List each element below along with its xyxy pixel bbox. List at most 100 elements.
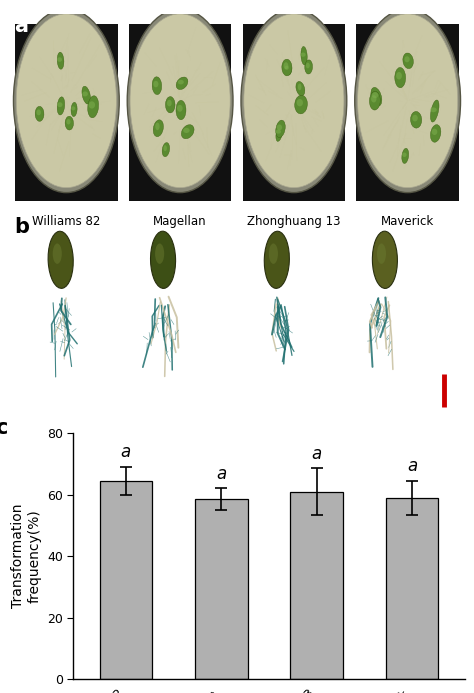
Ellipse shape bbox=[178, 80, 184, 85]
Bar bbox=[129, 24, 231, 202]
Ellipse shape bbox=[71, 103, 77, 116]
Ellipse shape bbox=[284, 62, 292, 75]
Ellipse shape bbox=[371, 87, 382, 106]
Ellipse shape bbox=[295, 95, 307, 114]
Ellipse shape bbox=[301, 46, 307, 65]
Ellipse shape bbox=[53, 243, 62, 264]
Ellipse shape bbox=[276, 120, 285, 137]
Ellipse shape bbox=[298, 83, 301, 90]
Circle shape bbox=[130, 14, 230, 188]
Text: Williams 82: Williams 82 bbox=[25, 401, 97, 411]
Ellipse shape bbox=[57, 97, 64, 115]
Ellipse shape bbox=[306, 62, 310, 69]
Ellipse shape bbox=[89, 101, 95, 109]
Ellipse shape bbox=[277, 125, 282, 130]
Circle shape bbox=[13, 9, 119, 193]
Circle shape bbox=[355, 9, 461, 193]
Ellipse shape bbox=[88, 96, 99, 118]
Ellipse shape bbox=[369, 91, 380, 110]
Bar bbox=[195, 499, 247, 679]
Ellipse shape bbox=[283, 62, 288, 69]
Text: Zhonghuang 13: Zhonghuang 13 bbox=[228, 401, 326, 411]
Y-axis label: Transformation
frequency(%): Transformation frequency(%) bbox=[11, 504, 42, 608]
Ellipse shape bbox=[57, 102, 63, 107]
Ellipse shape bbox=[430, 107, 437, 112]
Ellipse shape bbox=[82, 86, 91, 104]
Ellipse shape bbox=[183, 128, 190, 133]
Bar bbox=[291, 491, 343, 679]
Bar bbox=[100, 481, 152, 679]
Ellipse shape bbox=[82, 91, 88, 96]
Circle shape bbox=[127, 9, 233, 193]
Text: a: a bbox=[14, 16, 28, 36]
Ellipse shape bbox=[65, 116, 73, 130]
Ellipse shape bbox=[162, 143, 170, 157]
Ellipse shape bbox=[410, 112, 422, 128]
Text: c: c bbox=[0, 419, 8, 439]
Ellipse shape bbox=[66, 119, 71, 125]
Ellipse shape bbox=[296, 82, 305, 96]
Text: Maverick: Maverick bbox=[356, 401, 413, 411]
Ellipse shape bbox=[264, 231, 289, 288]
Ellipse shape bbox=[165, 96, 175, 113]
Bar bbox=[386, 498, 438, 679]
Ellipse shape bbox=[164, 145, 167, 151]
Ellipse shape bbox=[373, 231, 397, 288]
Text: Magellan: Magellan bbox=[135, 401, 191, 411]
Text: Zhonghuang 13: Zhonghuang 13 bbox=[247, 216, 341, 228]
Ellipse shape bbox=[155, 123, 160, 130]
Ellipse shape bbox=[182, 125, 194, 139]
Ellipse shape bbox=[153, 120, 164, 137]
Ellipse shape bbox=[305, 60, 312, 74]
Ellipse shape bbox=[177, 105, 182, 112]
Ellipse shape bbox=[57, 52, 64, 69]
Bar bbox=[356, 24, 459, 202]
Text: Williams 82: Williams 82 bbox=[32, 216, 100, 228]
Ellipse shape bbox=[36, 109, 41, 115]
Ellipse shape bbox=[430, 100, 439, 122]
Ellipse shape bbox=[153, 81, 158, 87]
Ellipse shape bbox=[432, 129, 438, 135]
Circle shape bbox=[357, 14, 458, 188]
Ellipse shape bbox=[152, 77, 162, 94]
Ellipse shape bbox=[412, 115, 418, 121]
Ellipse shape bbox=[297, 99, 303, 106]
Text: b: b bbox=[14, 217, 29, 237]
Ellipse shape bbox=[402, 152, 407, 157]
Bar bbox=[243, 24, 345, 202]
Ellipse shape bbox=[57, 58, 62, 62]
Circle shape bbox=[244, 14, 344, 188]
Ellipse shape bbox=[396, 72, 402, 80]
Ellipse shape bbox=[404, 56, 410, 62]
Text: a: a bbox=[407, 457, 417, 475]
Circle shape bbox=[16, 14, 117, 188]
Ellipse shape bbox=[176, 77, 188, 89]
Ellipse shape bbox=[301, 53, 306, 57]
Ellipse shape bbox=[276, 130, 281, 134]
Ellipse shape bbox=[269, 243, 278, 264]
Text: a: a bbox=[311, 445, 322, 463]
Text: a: a bbox=[121, 444, 131, 462]
Ellipse shape bbox=[372, 92, 378, 98]
Ellipse shape bbox=[395, 67, 406, 88]
Ellipse shape bbox=[176, 100, 186, 120]
Ellipse shape bbox=[48, 231, 73, 288]
Ellipse shape bbox=[155, 243, 164, 264]
Ellipse shape bbox=[402, 148, 409, 164]
Text: a: a bbox=[216, 465, 227, 483]
Ellipse shape bbox=[403, 53, 413, 69]
Ellipse shape bbox=[430, 125, 441, 142]
Ellipse shape bbox=[377, 243, 386, 264]
Ellipse shape bbox=[167, 100, 172, 107]
Ellipse shape bbox=[282, 59, 292, 76]
Text: Maverick: Maverick bbox=[381, 216, 434, 228]
Circle shape bbox=[241, 9, 347, 193]
Ellipse shape bbox=[35, 106, 44, 121]
Ellipse shape bbox=[151, 231, 175, 288]
Ellipse shape bbox=[371, 95, 376, 103]
Bar bbox=[15, 24, 118, 202]
Ellipse shape bbox=[276, 124, 283, 141]
Ellipse shape bbox=[285, 66, 289, 70]
Text: Magellan: Magellan bbox=[153, 216, 207, 228]
Ellipse shape bbox=[71, 106, 75, 110]
